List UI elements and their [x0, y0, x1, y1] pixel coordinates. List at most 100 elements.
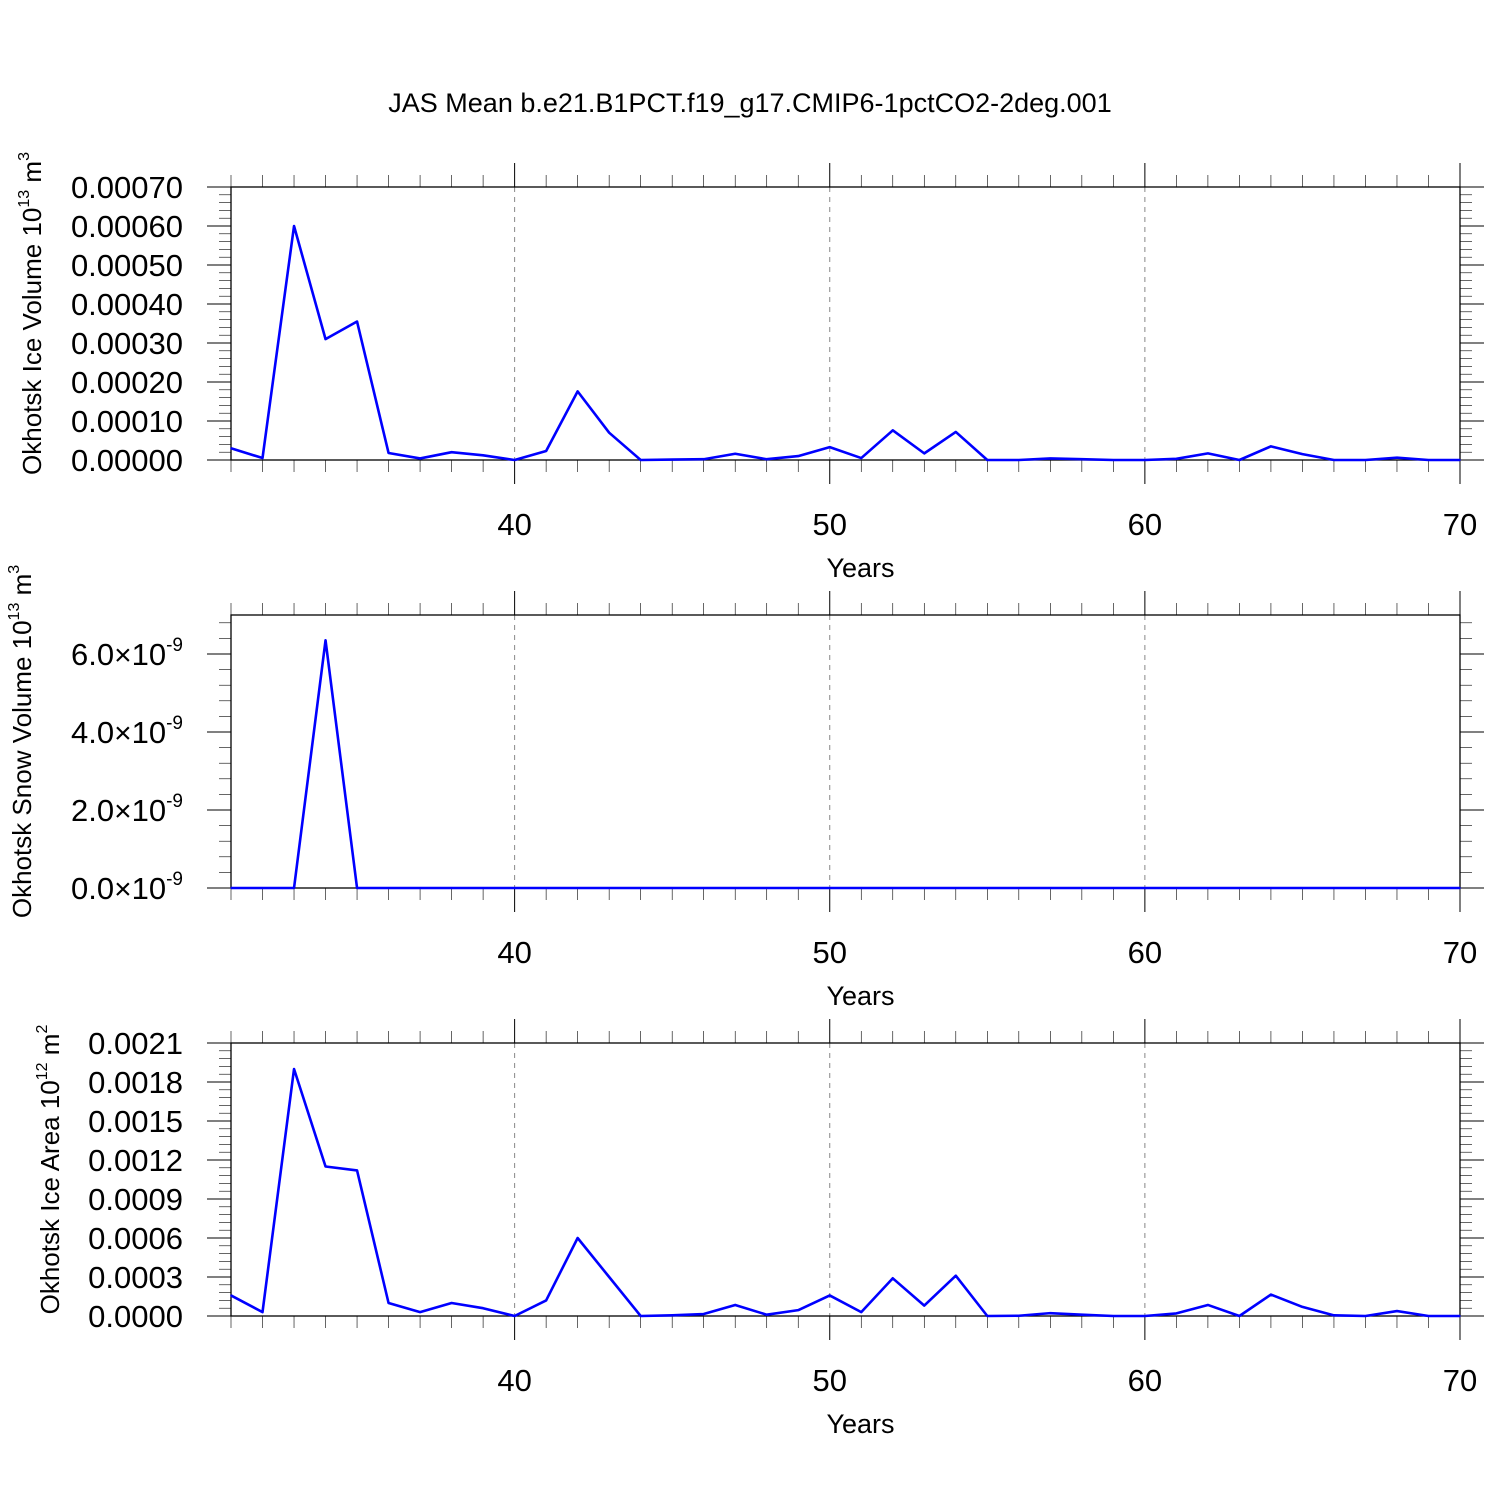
- data-point: [608, 887, 610, 889]
- data-point: [1396, 456, 1398, 459]
- x-tick-label: 40: [497, 1363, 531, 1398]
- plot-frame: [230, 1042, 1461, 1317]
- data-point: [261, 1311, 264, 1313]
- data-point: [545, 450, 547, 452]
- data-point: [765, 1313, 768, 1316]
- data-point: [954, 887, 957, 889]
- data-point: [923, 887, 926, 889]
- data-point: [450, 1302, 453, 1304]
- data-point: [1112, 459, 1115, 461]
- data-point: [545, 1299, 547, 1302]
- data-point: [923, 452, 926, 455]
- data-point: [356, 320, 358, 323]
- data-point: [1459, 887, 1461, 889]
- data-point: [1301, 887, 1304, 889]
- data-point: [1049, 457, 1052, 460]
- data-point: [734, 887, 737, 889]
- data-point: [293, 1068, 295, 1070]
- data-point: [1270, 887, 1272, 889]
- data-point: [261, 887, 264, 889]
- data-point: [765, 458, 768, 461]
- data-point: [1301, 1306, 1304, 1308]
- data-point: [324, 338, 327, 340]
- data-point: [482, 1307, 484, 1309]
- y-tick-label: 0.00050: [71, 248, 183, 283]
- data-point: [1396, 887, 1398, 889]
- data-point: [513, 1315, 516, 1317]
- x-tick-label: 50: [813, 1363, 847, 1398]
- data-point: [671, 1314, 673, 1317]
- data-point: [986, 459, 989, 461]
- x-tick-label: 70: [1443, 935, 1477, 970]
- y-axis-label: Okhotsk Snow Volume 1013 m3: [6, 565, 37, 918]
- data-point: [1144, 1315, 1146, 1317]
- data-point: [450, 887, 453, 889]
- x-tick-label: 50: [813, 935, 847, 970]
- data-point: [1427, 1315, 1430, 1317]
- data-point: [1081, 1313, 1083, 1316]
- data-point: [1175, 458, 1178, 460]
- x-tick-label: 40: [497, 935, 531, 970]
- data-point: [860, 1311, 863, 1313]
- data-point: [1238, 459, 1241, 461]
- data-point: [702, 887, 705, 889]
- x-tick-label: 40: [497, 507, 531, 542]
- data-point: [639, 459, 642, 461]
- data-point: [1175, 1312, 1178, 1315]
- data-point: [702, 1313, 705, 1315]
- data-point: [482, 454, 484, 457]
- data-point: [1018, 1314, 1020, 1317]
- y-axis-label: Okhotsk Ice Area 1012 m2: [34, 1025, 65, 1315]
- data-point: [671, 458, 673, 461]
- data-point: [387, 452, 390, 454]
- data-point: [1207, 887, 1209, 889]
- data-point: [1144, 459, 1146, 461]
- data-point: [671, 887, 673, 889]
- x-tick-label: 70: [1443, 507, 1477, 542]
- data-point: [482, 887, 484, 889]
- data-point: [1270, 445, 1272, 448]
- y-axis-label: Okhotsk Ice Volume 1013 m3: [16, 152, 47, 475]
- data-point: [1427, 887, 1430, 889]
- data-point: [419, 457, 421, 460]
- data-point: [1333, 887, 1335, 889]
- data-point: [545, 887, 547, 889]
- x-tick-label: 60: [1128, 1363, 1162, 1398]
- data-point: [513, 887, 516, 889]
- x-axis-label: Years: [826, 1409, 894, 1439]
- y-tick-label: 0.00000: [71, 443, 183, 478]
- data-point: [230, 447, 232, 450]
- chart-panel-2: 40 50 60 70 Years 0.0×10-9 2.0×10-9 4.0×10-9 6.0…: [6, 565, 1484, 1011]
- x-tick-label: 70: [1443, 1363, 1477, 1398]
- y-tick-label: 0.0006: [88, 1221, 183, 1256]
- data-point: [1081, 458, 1083, 461]
- data-point: [1018, 459, 1020, 461]
- data-point: [734, 1304, 737, 1306]
- y-tick-label: 2.0×10-9: [71, 791, 183, 828]
- plot-frame: [230, 186, 1461, 461]
- y-tick-label: 0.00040: [71, 287, 183, 322]
- data-point: [387, 887, 390, 889]
- y-tick-label: 4.0×10-9: [71, 713, 183, 750]
- data-point: [1301, 453, 1304, 455]
- data-point: [356, 1169, 358, 1172]
- data-point: [828, 887, 831, 889]
- series-line: [231, 639, 1460, 890]
- chart-panel-3: 40 50 60 70 Years 0.0000 0.0003 0.0006 0.0009 0.0…: [34, 1019, 1484, 1439]
- y-tick-label: 0.00010: [71, 404, 183, 439]
- x-axis-label: Years: [826, 981, 894, 1011]
- data-point: [1333, 1314, 1335, 1317]
- series-line: [230, 224, 1460, 462]
- data-point: [1270, 1293, 1272, 1296]
- data-point: [639, 887, 642, 889]
- x-tick-label: 60: [1128, 507, 1162, 542]
- data-point: [1396, 1310, 1398, 1312]
- data-point: [324, 1165, 327, 1168]
- chart-panel-1: 40 50 60 70 Years 0.00000 0.00010 0.00020 0.0003…: [16, 152, 1484, 583]
- data-point: [1238, 887, 1241, 889]
- data-point: [1427, 459, 1430, 461]
- data-point: [608, 1276, 610, 1278]
- y-tick-label: 0.0×10-9: [71, 869, 183, 906]
- data-point: [828, 1294, 831, 1297]
- chart-title: JAS Mean b.e21.B1PCT.f19_g17.CMIP6-1pctC…: [388, 88, 1111, 118]
